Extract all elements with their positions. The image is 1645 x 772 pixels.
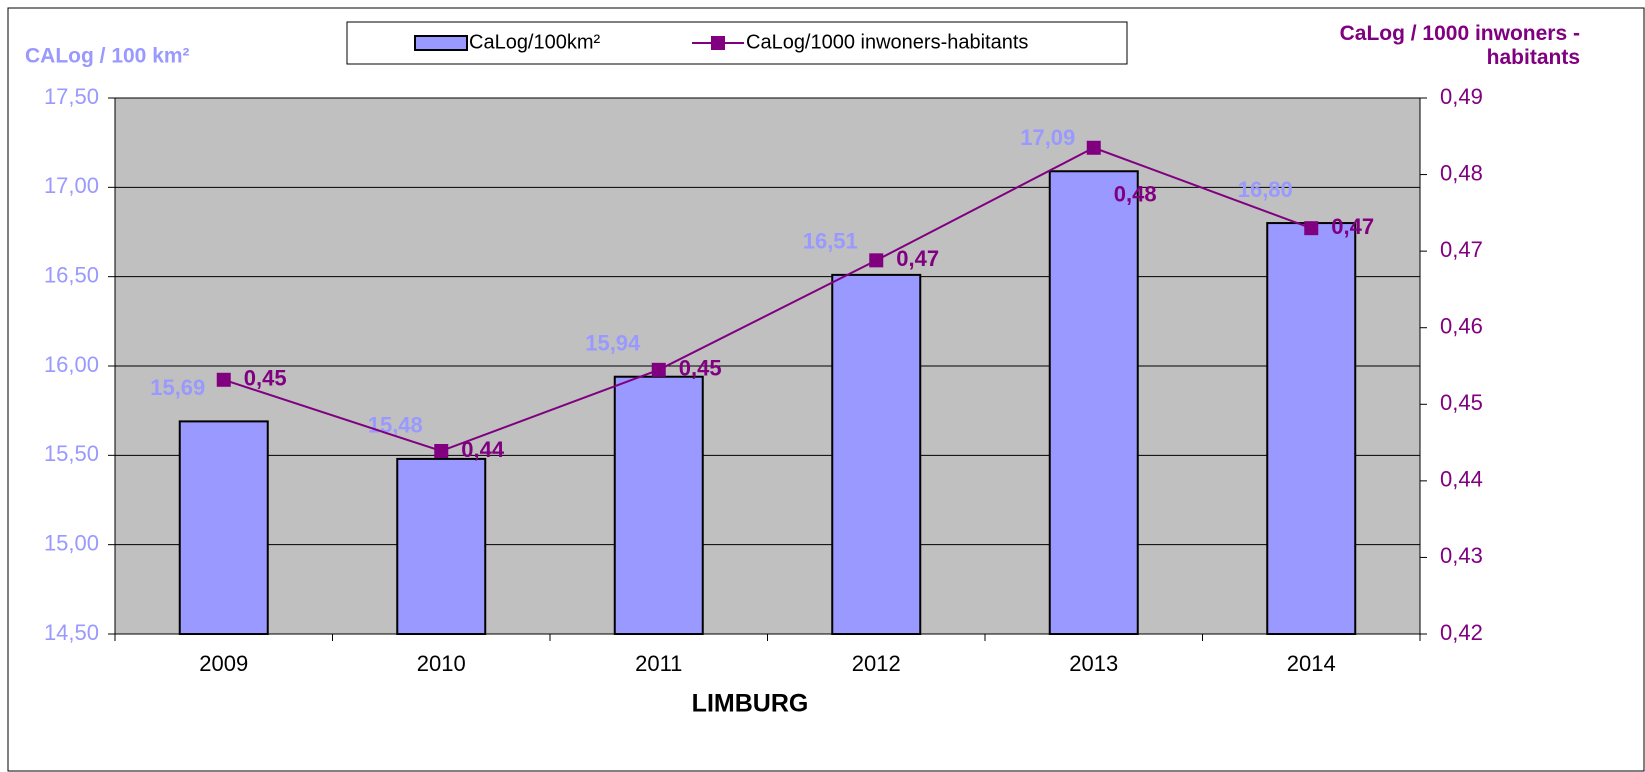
x-tick-label: 2010: [417, 651, 466, 676]
bar-value-label: 17,09: [1020, 125, 1075, 150]
line-value-label: 0,48: [1114, 182, 1157, 207]
bar: [178, 420, 269, 635]
y2-tick-label: 0,42: [1440, 620, 1483, 645]
line-marker: [869, 253, 884, 268]
y2-tick-label: 0,47: [1440, 237, 1483, 262]
y-tick-label: 16,50: [44, 262, 99, 287]
bar-value-label: 16,51: [803, 229, 858, 254]
x-tick-label: 2011: [635, 651, 682, 676]
line-marker: [1086, 140, 1101, 155]
x-tick-label: 2013: [1069, 651, 1118, 676]
y-tick-label: 15,50: [44, 441, 99, 466]
y2-axis-title: CaLog / 1000 inwoners - habitants: [1339, 22, 1580, 69]
line-value-label: 0,45: [679, 356, 722, 381]
bar: [1048, 170, 1139, 635]
bar: [396, 457, 487, 636]
bar-value-label: 15,94: [585, 331, 641, 356]
bar-value-label: 15,69: [150, 375, 205, 400]
line-value-label: 0,47: [1331, 214, 1374, 239]
legend-swatch: [414, 35, 468, 51]
x-axis-title: LIMBURG: [692, 690, 809, 718]
y2-tick-label: 0,46: [1440, 314, 1483, 339]
y-tick-label: 17,00: [44, 173, 99, 198]
line-value-label: 0,44: [461, 437, 505, 462]
x-tick-label: 2014: [1287, 651, 1336, 676]
y2-tick-label: 0,43: [1440, 543, 1483, 568]
bar-value-label: 16,80: [1238, 177, 1293, 202]
y-axis-title: CALog / 100 km²: [25, 45, 190, 68]
legend-label: CaLog/1000 inwoners-habitants: [746, 31, 1028, 53]
y-tick-label: 16,00: [44, 352, 99, 377]
y2-tick-label: 0,49: [1440, 84, 1483, 109]
y-tick-label: 14,50: [44, 620, 99, 645]
bar: [831, 273, 922, 635]
y-tick-label: 17,50: [44, 84, 99, 109]
y-tick-label: 15,00: [44, 530, 99, 555]
line-marker: [434, 443, 449, 458]
line-value-label: 0,45: [244, 366, 287, 391]
bar-value-label: 15,48: [368, 413, 423, 438]
y2-tick-label: 0,45: [1440, 390, 1483, 415]
x-tick-label: 2009: [199, 651, 248, 676]
line-marker: [1304, 221, 1319, 236]
y2-tick-label: 0,44: [1440, 467, 1483, 492]
legend-swatch: [711, 36, 725, 50]
bar: [613, 375, 704, 635]
x-tick-label: 2012: [852, 651, 901, 676]
y2-tick-label: 0,48: [1440, 160, 1483, 185]
line: [223, 146, 1312, 453]
legend-label: CaLog/100km²: [469, 31, 601, 53]
bar: [1266, 222, 1357, 635]
line-value-label: 0,47: [896, 246, 939, 271]
line-marker: [216, 372, 231, 387]
line-marker: [651, 362, 666, 377]
